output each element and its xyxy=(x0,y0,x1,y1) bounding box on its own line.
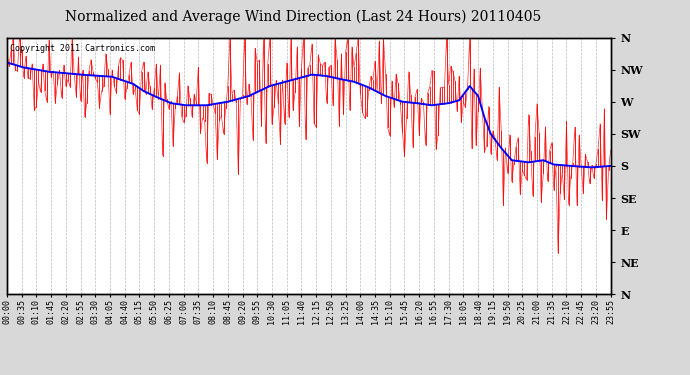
Text: Copyright 2011 Cartronics.com: Copyright 2011 Cartronics.com xyxy=(10,44,155,53)
Text: Normalized and Average Wind Direction (Last 24 Hours) 20110405: Normalized and Average Wind Direction (L… xyxy=(66,9,542,24)
